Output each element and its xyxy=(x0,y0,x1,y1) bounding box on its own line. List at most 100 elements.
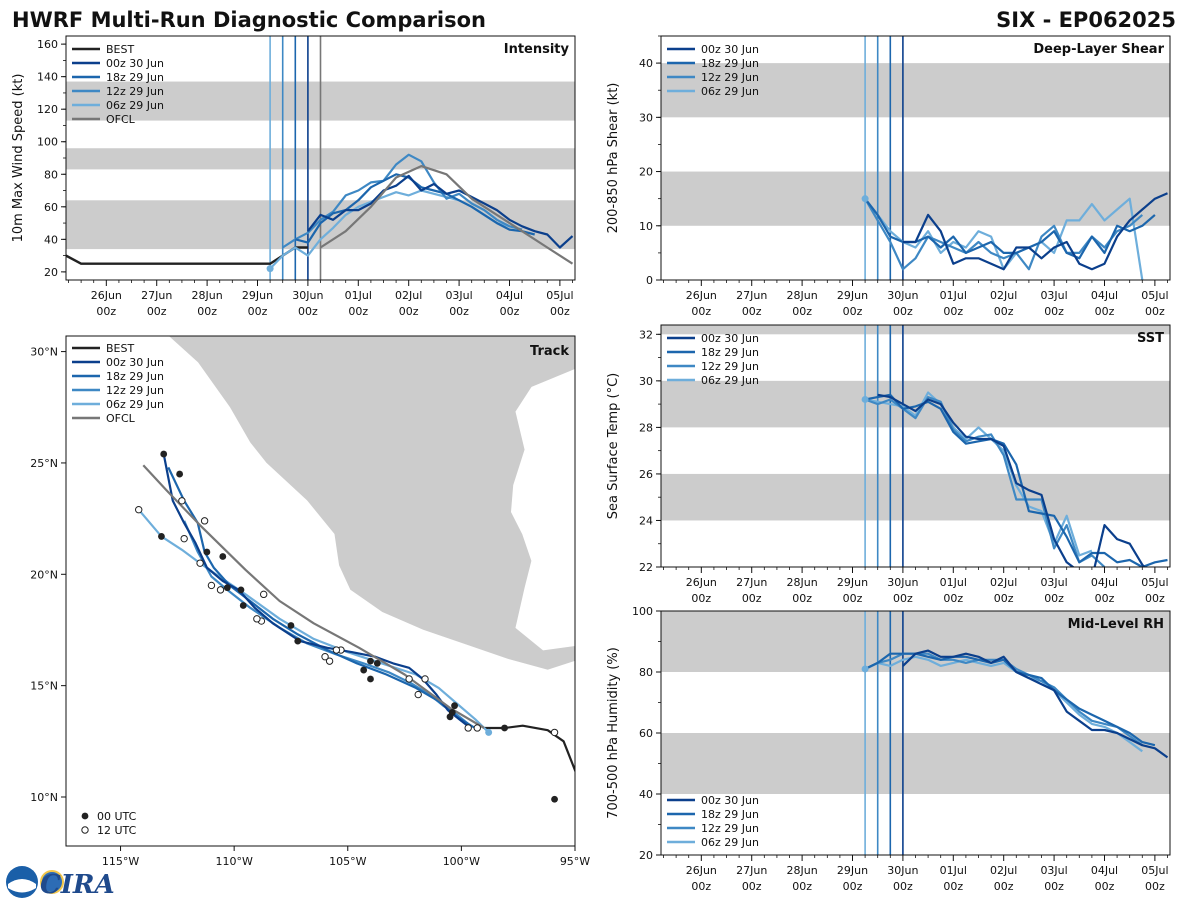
x-tick-hour-label: 00z xyxy=(893,305,913,318)
x-tick-day-label: 29Jun xyxy=(837,289,868,302)
x-tick-hour-label: 00z xyxy=(1095,305,1115,318)
marker-00utc xyxy=(451,702,458,710)
legend-label-12utc: 12 UTC xyxy=(97,824,137,837)
panel-title: SST xyxy=(1137,331,1164,346)
y-axis-label: Sea Surface Temp (°C) xyxy=(606,373,621,520)
y-tick-label: 160 xyxy=(37,38,58,51)
legend-label-06z-29-jun: 06z 29 Jun xyxy=(701,374,759,387)
y-tick-label: 28 xyxy=(639,421,653,434)
marker-12utc xyxy=(321,652,329,661)
x-tick-day-label: 28Jun xyxy=(787,864,818,877)
page-title: HWRF Multi-Run Diagnostic Comparison xyxy=(12,8,486,32)
y-tick-label: 20 xyxy=(44,266,58,279)
x-tick-day-label: 04Jul xyxy=(496,289,523,302)
x-tick-day-label: 02Jul xyxy=(990,576,1017,589)
lat-tick-label: 10°N xyxy=(30,791,58,804)
threshold-band xyxy=(661,473,1170,521)
panel-title: Deep-Layer Shear xyxy=(1033,42,1164,57)
x-tick-hour-label: 00z xyxy=(792,305,812,318)
y-tick-label: 60 xyxy=(44,201,58,214)
x-tick-hour-label: 00z xyxy=(943,880,963,893)
marker-12utc xyxy=(421,675,429,683)
marker-00utc xyxy=(501,724,508,732)
x-tick-day-label: 01Jul xyxy=(940,289,967,302)
x-tick-day-label: 03Jul xyxy=(1040,289,1067,302)
lat-tick-label: 30°N xyxy=(30,346,58,359)
marker-00utc xyxy=(158,533,165,540)
x-tick-hour-label: 00z xyxy=(500,305,520,318)
legend-label-18z-29-jun: 18z 29 Jun xyxy=(106,370,164,383)
legend-label-06z-29-jun: 06z 29 Jun xyxy=(106,398,164,411)
marker-12utc xyxy=(464,724,472,732)
x-tick-day-label: 29Jun xyxy=(242,289,273,302)
sst-panel: 22 24 26 28 30 32 26Jun 00z 27Jun 00z 28Jun 00z 29Ju… xyxy=(606,324,1171,605)
x-tick-hour-label: 00z xyxy=(197,305,217,318)
y-tick-label: 120 xyxy=(37,103,58,116)
x-tick-hour-label: 00z xyxy=(994,592,1014,605)
x-tick-day-label: 29Jun xyxy=(837,864,868,877)
y-tick-label: 40 xyxy=(44,233,58,246)
x-tick-day-label: 30Jun xyxy=(887,576,918,589)
marker-12utc xyxy=(135,506,143,514)
x-tick-hour-label: 00z xyxy=(298,305,318,318)
legend-label-00utc: 00 UTC xyxy=(97,810,137,823)
marker-12utc xyxy=(200,517,209,525)
y-tick-label: 100 xyxy=(37,136,58,149)
series-line-ofcl xyxy=(319,165,574,265)
marker-00utc xyxy=(294,637,302,645)
marker-12utc xyxy=(259,590,268,599)
marker-00utc xyxy=(176,470,184,478)
x-tick-day-label: 03Jul xyxy=(1040,576,1067,589)
threshold-band xyxy=(661,63,1170,118)
lon-tick-label: 110°W xyxy=(215,855,252,868)
cira-globe-icon xyxy=(40,870,64,894)
x-tick-hour-label: 00z xyxy=(893,592,913,605)
x-tick-hour-label: 00z xyxy=(792,880,812,893)
panel-title: Track xyxy=(530,344,569,359)
y-tick-label: 20 xyxy=(639,849,653,862)
x-tick-day-label: 27Jun xyxy=(736,576,767,589)
lon-tick-label: 115°W xyxy=(102,855,139,868)
legend-label-12z-29-jun: 12z 29 Jun xyxy=(701,71,759,84)
marker-12utc xyxy=(332,646,341,654)
x-tick-hour-label: 00z xyxy=(399,305,419,318)
x-tick-day-label: 05Jul xyxy=(1141,864,1168,877)
series-line-12z-29-jun xyxy=(864,396,1106,567)
x-tick-day-label: 02Jul xyxy=(990,289,1017,302)
legend-label-06z-29-jun: 06z 29 Jun xyxy=(701,85,759,98)
series-line-12z-29-jun xyxy=(864,198,1144,271)
series-group xyxy=(66,153,574,273)
legend-marker-12utc xyxy=(81,826,89,834)
y-tick-label: 10 xyxy=(639,220,653,233)
legend-label-00z-30-jun: 00z 30 Jun xyxy=(106,356,164,369)
legend-label-12z-29-jun: 12z 29 Jun xyxy=(701,360,759,373)
x-tick-hour-label: 00z xyxy=(943,592,963,605)
intensity-panel: 20 40 60 80 100 120 140 160 26Jun 00z 27Jun 00z 28Ju… xyxy=(11,35,576,318)
series-line-00z-30-jun xyxy=(902,649,1169,759)
marker-00utc xyxy=(367,657,374,665)
x-tick-hour-label: 00z xyxy=(742,592,762,605)
series-group xyxy=(861,192,1168,280)
marker-00utc xyxy=(448,708,456,716)
panel-title: Intensity xyxy=(504,42,570,57)
x-tick-hour-label: 00z xyxy=(893,880,913,893)
series-line-00z-30-jun xyxy=(877,393,1146,567)
y-tick-label: 80 xyxy=(44,168,58,181)
x-tick-hour-label: 00z xyxy=(943,305,963,318)
y-tick-label: 60 xyxy=(639,727,653,740)
y-tick-label: 26 xyxy=(639,468,653,481)
legend-marker-00utc xyxy=(81,812,89,820)
x-tick-day-label: 30Jun xyxy=(887,289,918,302)
marker-12utc xyxy=(414,690,422,699)
track-line-06z-29-jun xyxy=(137,508,490,734)
series-line-06z-29-jun xyxy=(864,391,1093,557)
legend-label-18z-29-jun: 18z 29 Jun xyxy=(106,71,164,84)
x-tick-day-label: 29Jun xyxy=(837,576,868,589)
x-tick-hour-label: 00z xyxy=(1044,305,1064,318)
x-tick-day-label: 28Jun xyxy=(787,576,818,589)
x-tick-day-label: 26Jun xyxy=(91,289,122,302)
x-tick-day-label: 28Jun xyxy=(192,289,223,302)
start-point-marker xyxy=(266,265,274,273)
marker-00utc xyxy=(373,659,381,667)
x-tick-hour-label: 00z xyxy=(994,305,1014,318)
